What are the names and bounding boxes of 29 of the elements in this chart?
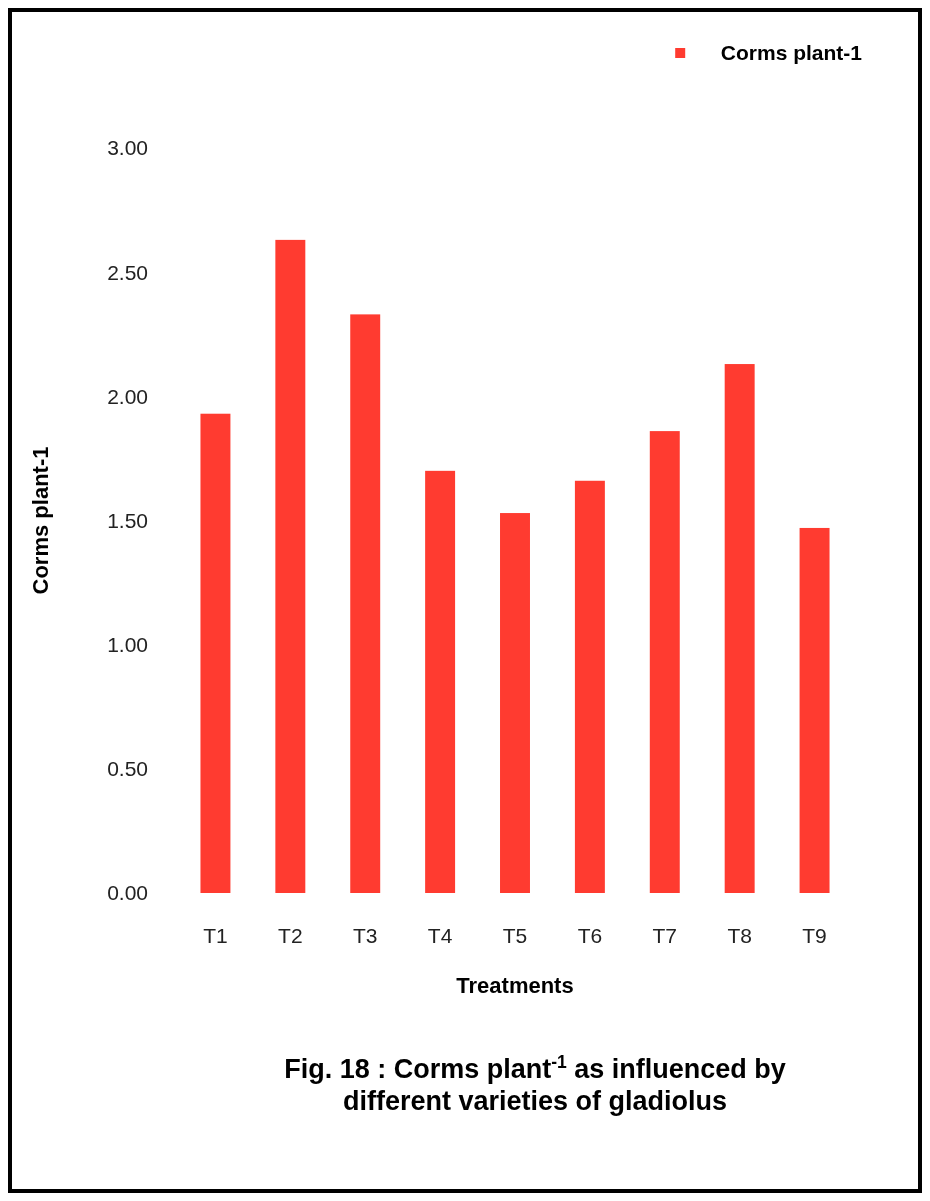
bar xyxy=(350,314,381,893)
x-axis-title: Treatments xyxy=(456,973,574,998)
bar xyxy=(200,413,231,893)
x-tick-label: T2 xyxy=(278,924,303,947)
y-tick-label: 1.00 xyxy=(107,633,148,657)
y-tick-label: 1.50 xyxy=(107,508,148,532)
x-tick-label: T4 xyxy=(427,924,453,947)
x-tick-label: T8 xyxy=(727,924,752,947)
x-tick-label: T1 xyxy=(203,924,228,947)
x-tick-label: T9 xyxy=(802,924,827,947)
y-tick-label: 2.00 xyxy=(107,384,148,408)
y-tick-label: 0.00 xyxy=(107,881,148,905)
text: Fig. 18 : Corms plant$^{-1}$ as influenced by different varieties of gladiolus xyxy=(284,1052,786,1116)
x-tick-label: T5 xyxy=(502,924,528,947)
bar xyxy=(649,431,680,893)
y-axis-title: Corms plant-1 xyxy=(28,446,53,595)
bar xyxy=(724,364,755,893)
y-tick-label: 2.50 xyxy=(107,260,148,284)
x-tick-label: T7 xyxy=(652,924,678,947)
bar xyxy=(275,239,306,893)
bar xyxy=(574,480,605,893)
legend-label: Corms plant-1 xyxy=(720,41,863,65)
y-tick-label: 3.00 xyxy=(107,136,148,160)
bar xyxy=(500,513,530,893)
x-tick-label: T6 xyxy=(577,924,603,947)
x-tick-label: T3 xyxy=(352,924,378,947)
bar xyxy=(425,470,456,893)
bar xyxy=(799,527,830,893)
y-tick-label: 0.50 xyxy=(107,757,148,781)
